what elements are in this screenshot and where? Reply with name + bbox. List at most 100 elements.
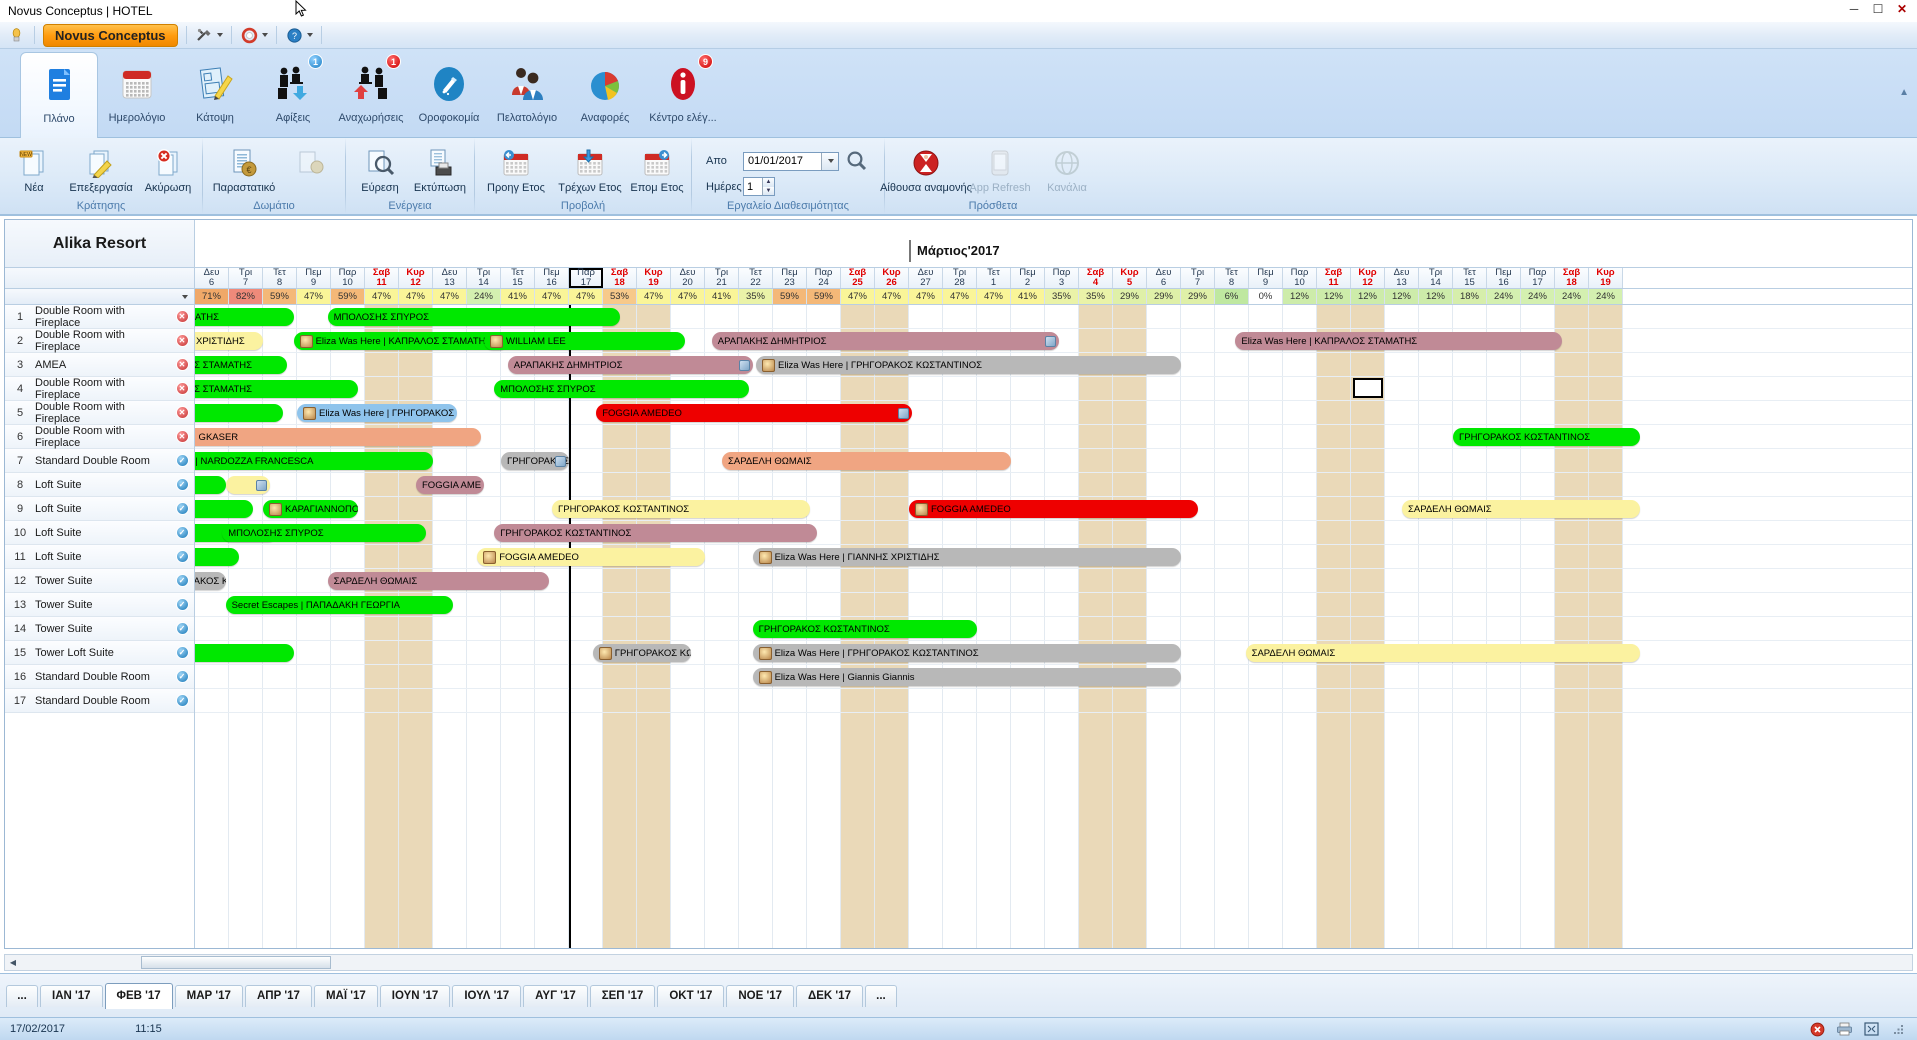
room-row-header[interactable]: 14 Tower Suite ✓ [5, 617, 194, 641]
month-tab-next-ellipsis[interactable]: ... [864, 984, 897, 1007]
room-row-header[interactable]: 11 Loft Suite ✓ [5, 545, 194, 569]
tools-menu[interactable] [195, 26, 223, 45]
reservation-bar[interactable] [195, 548, 240, 566]
room-status-icon[interactable]: ✓ [170, 550, 194, 563]
reservation-bar[interactable]: ΣΑΡΔΕΛΗ ΘΩΜΑΙΣ [722, 452, 1011, 470]
grid-column[interactable] [1385, 305, 1419, 948]
chevron-down-icon[interactable] [306, 33, 313, 37]
grid-column[interactable] [1249, 305, 1283, 948]
room-row-header[interactable]: 2 Double Room with Fireplace ✕ [5, 329, 194, 353]
grid-column[interactable] [1181, 305, 1215, 948]
collapse-ribbon-button[interactable]: ▲ [1899, 87, 1909, 98]
room-row-header[interactable]: 16 Standard Double Room ✓ [5, 665, 194, 689]
room-status-icon[interactable]: ✓ [170, 598, 194, 611]
command-button-search[interactable]: Εύρεση [350, 142, 410, 194]
reservation-end-icon[interactable] [1044, 335, 1056, 347]
ribbon-tab-housekeeping[interactable]: Οροφοκομία [410, 52, 488, 138]
room-status-icon[interactable]: ✕ [170, 310, 194, 323]
month-tab[interactable]: ΣΕΠ '17 [589, 984, 656, 1007]
resize-grip-icon[interactable] [1890, 1022, 1907, 1037]
command-button-current-year[interactable]: Τρέχων Ετος [553, 142, 627, 194]
reservation-bar[interactable]: Eliza Was Here | ΓΡΗΓΟΡΑΚΟΣ ΚΩΣΤΑΝ [297, 404, 457, 422]
room-status-icon[interactable]: ✕ [170, 334, 194, 347]
room-status-icon[interactable]: ✓ [170, 670, 194, 683]
room-row-header[interactable]: 4 Double Room with Fireplace ✕ [5, 377, 194, 401]
room-row-header[interactable]: 10 Loft Suite ✓ [5, 521, 194, 545]
month-tab-prev-ellipsis[interactable]: ... [6, 984, 38, 1007]
reservation-canvas[interactable]: ΑΜΑΤΗΣ ΜΠΟΛΟΣΗΣ ΣΠΥΡΟΣ ΗΣ ΧΡΙΣΤΙΔΗΣ Eliza W… [195, 305, 1912, 948]
horizontal-scrollbar[interactable]: ◀ [4, 954, 1913, 971]
month-tab[interactable]: ΔΕΚ '17 [796, 984, 863, 1007]
day-header-cell[interactable]: Τετ 15 [1453, 268, 1487, 288]
room-row-header[interactable]: 9 Loft Suite ✓ [5, 497, 194, 521]
grid-column[interactable] [569, 305, 603, 948]
minimize-button[interactable]: ─ [1849, 2, 1859, 16]
filter-chevron-down-icon[interactable] [182, 294, 188, 299]
day-header-cell[interactable]: Τετ 15 [501, 268, 535, 288]
room-status-icon[interactable]: ✕ [170, 358, 194, 371]
reservation-bar[interactable]: WILLIAM LEE [484, 332, 685, 350]
scroll-thumb[interactable] [141, 956, 331, 969]
chevron-down-icon[interactable] [261, 33, 268, 37]
reservation-bar[interactable]: Eliza Was Here | ΓΡΗΓΟΡΑΚΟΣ ΚΩΣΤΑΝΤΙΝΟΣ [756, 356, 1181, 374]
day-header-cell[interactable]: Κυρ 12 [399, 268, 433, 288]
reservation-bar[interactable]: Eliza Was Here | ΓΙΑΝΝΗΣ ΧΡΙΣΤΙΔΗΣ [752, 548, 1181, 566]
availability-search-button[interactable] [844, 148, 870, 174]
grid-column[interactable] [1011, 305, 1045, 948]
day-header-cell[interactable]: Τρι 14 [467, 268, 501, 288]
grid-column[interactable] [1317, 305, 1351, 948]
room-status-icon[interactable]: ✕ [170, 382, 194, 395]
ribbon-tab-floorplan[interactable]: Κάτοψη [176, 52, 254, 138]
reservation-bar[interactable] [225, 476, 270, 494]
printer-icon[interactable] [1836, 1022, 1853, 1037]
grid-corner-lower[interactable] [5, 289, 195, 305]
reservation-bar[interactable]: ΓΡΗΓΟΡΑΚΟΣ ΚΩΣΤΑΝΤΙΝΟΣ [494, 524, 818, 542]
day-header-cell[interactable]: Παρ 10 [331, 268, 365, 288]
grid-column[interactable] [1487, 305, 1521, 948]
reservation-bar[interactable]: ΓΡΗΓΟΡΑΚΟΣ ΚΩΣΤΑΝΤΙΝΟΣ [552, 500, 811, 518]
command-button-next-year[interactable]: Επομ Ετος [627, 142, 687, 194]
month-tab[interactable]: ΟΚΤ '17 [657, 984, 725, 1007]
day-header-cell[interactable]: Δευ 6 [195, 268, 229, 288]
reservation-bar[interactable]: ΛΟΣ ΣΤΑΜΑΤΗΣ [195, 356, 287, 374]
month-tab[interactable]: ΜΑΪ '17 [313, 984, 378, 1007]
day-header-cell[interactable]: Σαβ 25 [841, 268, 875, 288]
day-header-cell[interactable]: Κυρ 19 [637, 268, 671, 288]
command-button-print[interactable]: Εκτύπωση [410, 142, 470, 194]
fullscreen-icon[interactable] [1863, 1022, 1880, 1037]
room-status-icon[interactable]: ✕ [170, 430, 194, 443]
day-header-cell[interactable]: Τρι 7 [229, 268, 263, 288]
day-header-cell[interactable]: Πεμ 16 [535, 268, 569, 288]
day-header-cell[interactable]: Τρι 14 [1419, 268, 1453, 288]
lifebuoy-menu[interactable] [240, 26, 268, 45]
grid-column[interactable] [331, 305, 365, 948]
month-tab[interactable]: ΜΑΡ '17 [174, 984, 243, 1007]
room-status-icon[interactable]: ✕ [170, 406, 194, 419]
status-icons[interactable] [1809, 1022, 1917, 1037]
room-status-icon[interactable]: ✓ [170, 694, 194, 707]
alert-icon[interactable] [1809, 1022, 1826, 1037]
grid-column[interactable] [263, 305, 297, 948]
reservation-bar[interactable]: ΓΡΗΓΟΡΑΚΟΣ ΚΩΣΤΑΝΤΙΝΟΣ [752, 620, 977, 638]
room-row-header[interactable]: 12 Tower Suite ✓ [5, 569, 194, 593]
reservation-bar[interactable]: ΜΠΟΛΟΣΗΣ ΣΠΥΡΟΣ [327, 308, 620, 326]
day-header-cell[interactable]: Δευ 27 [909, 268, 943, 288]
room-row-header[interactable]: 1 Double Room with Fireplace ✕ [5, 305, 194, 329]
ribbon-tab-arrivals[interactable]: 1 Αφίξεις [254, 52, 332, 138]
availability-from-input[interactable]: 01/01/2017 [743, 151, 839, 171]
month-tab[interactable]: ΙΟΥΝ '17 [379, 984, 451, 1007]
command-button-waiting-room[interactable]: Αίθουσα αναμονής [880, 142, 972, 194]
room-status-icon[interactable]: ✓ [170, 622, 194, 635]
day-header-cell[interactable]: Δευ 13 [433, 268, 467, 288]
grid-column[interactable] [977, 305, 1011, 948]
reservation-bar[interactable]: FOGGIA AMEDEO [909, 500, 1198, 518]
grid-column[interactable] [1453, 305, 1487, 948]
chevron-down-icon[interactable] [821, 152, 838, 170]
day-header-cell[interactable]: Κυρ 5 [1113, 268, 1147, 288]
reservation-bar[interactable]: FOGGIA AME [416, 476, 484, 494]
reservation-bar[interactable]: ΟΡΑΚΟΣ ΚΩΣΤΑΝ [195, 572, 226, 590]
reservation-bar[interactable]: ΓΡΗΓΟΡΑΚΟΣ ΚΩΣΤΑΝ [501, 452, 569, 470]
room-row-header[interactable]: 6 Double Room with Fireplace ✕ [5, 425, 194, 449]
reservation-bar[interactable]: ΑΜΑΤΗΣ [195, 308, 294, 326]
maximize-button[interactable]: ☐ [1872, 2, 1884, 16]
